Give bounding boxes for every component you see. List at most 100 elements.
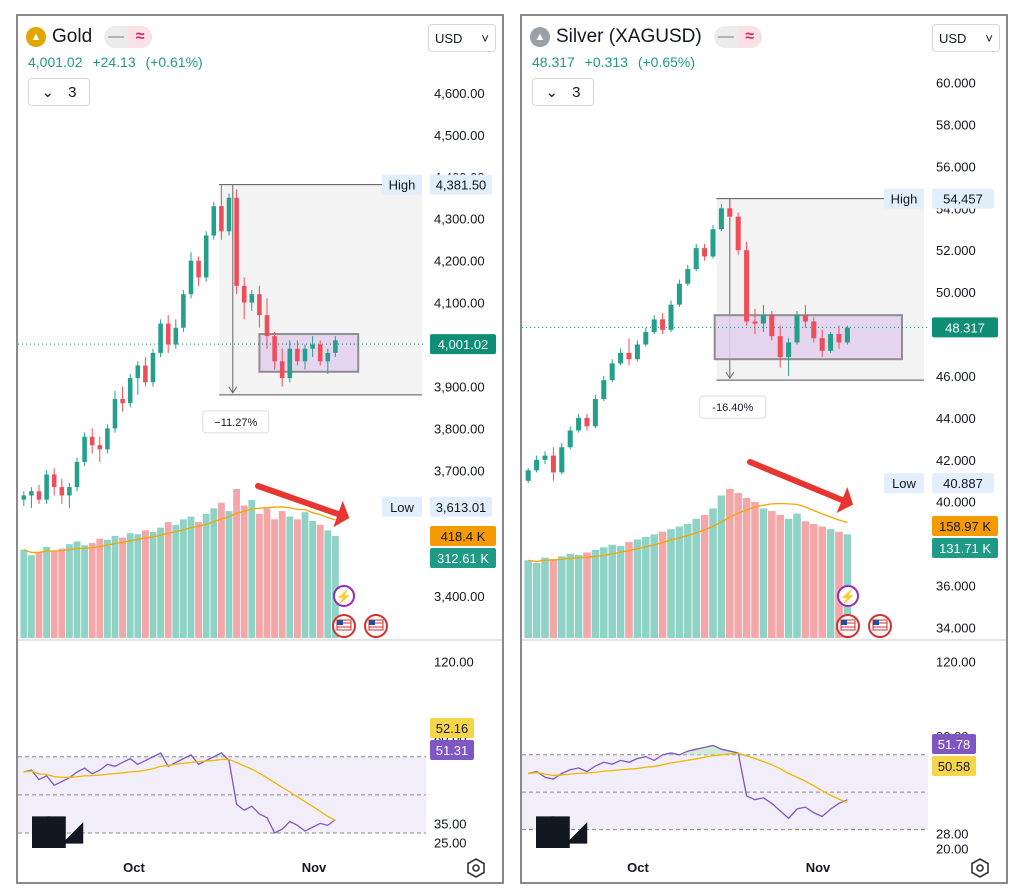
price-axis-tick: 58.000 [936, 117, 976, 132]
candle-body [249, 294, 255, 303]
chevron-down-icon: ⌄ [545, 84, 559, 101]
volume-ma-line [528, 502, 848, 563]
range-pct: -16.40% [712, 402, 753, 414]
volume-ma-line [23, 506, 336, 554]
high-tag-bg [382, 174, 422, 195]
volume-bar [195, 522, 203, 638]
indicator-toggle-pill[interactable]: — ≈ [713, 26, 762, 48]
date-axis-tick: Nov [806, 860, 831, 875]
volume-bar [768, 511, 776, 638]
us-flag-canton [337, 620, 343, 625]
candle-body [769, 315, 775, 337]
current-price-tag: 48.317 [945, 320, 985, 335]
candle-body [550, 455, 556, 473]
volume-bar [591, 549, 600, 638]
candle-body [660, 319, 666, 330]
candle-body [310, 344, 315, 349]
gold-chart-svg[interactable]: 4,600.004,500.004,400.004,300.004,200.00… [18, 16, 502, 882]
current-price-tag-bg [932, 317, 998, 338]
candle-body [626, 352, 632, 360]
candle-body [634, 344, 640, 360]
candle-body [668, 304, 674, 330]
indicator-toggle-pill[interactable]: — ≈ [104, 26, 153, 48]
candle-body [802, 315, 808, 322]
candle-body [295, 348, 300, 362]
volume-bar [532, 562, 541, 638]
candle-body [777, 336, 783, 358]
volume-bar [103, 539, 111, 638]
candle-body [744, 250, 750, 322]
tradingview-logo: ██◢ [32, 816, 83, 846]
volume-bar [187, 516, 195, 638]
candle-body [794, 315, 800, 343]
price-axis-tick: 42.000 [936, 453, 976, 468]
low-value-tag-bg [932, 473, 994, 494]
wave-icon[interactable]: ≈ [737, 26, 762, 48]
candle-body [279, 361, 285, 379]
volume-bar [558, 556, 566, 638]
volume-ma-tag-bg [430, 526, 496, 546]
indicators-collapse-button[interactable]: ⌄ 3 [28, 78, 90, 106]
volume-ma-tag: 158.97 K [939, 519, 991, 534]
volume-bar [286, 516, 294, 638]
volume-bar [210, 508, 218, 638]
candle-body [727, 208, 733, 217]
volume-bar [119, 537, 127, 638]
candle-body [601, 380, 607, 400]
symbol-title[interactable]: Gold [52, 26, 93, 47]
currency-select[interactable]: USD ˅ [428, 24, 496, 52]
price-axis-tick: 4,200.00 [434, 254, 485, 269]
candle-body [819, 338, 825, 351]
price-axis-tick: 36.000 [936, 579, 976, 594]
price-axis-tick: 3,400.00 [434, 589, 485, 604]
settings-hexagon-icon[interactable] [970, 858, 990, 878]
currency-value: USD [435, 30, 463, 46]
volume-bar [734, 492, 742, 638]
candle-body [82, 436, 87, 462]
candle-body [112, 399, 118, 429]
volume-bar [309, 520, 317, 638]
currency-value: USD [939, 30, 967, 46]
gold-bars-icon: ▲ [26, 27, 46, 47]
minus-icon[interactable]: — [717, 28, 734, 45]
candle-body [74, 461, 80, 488]
volume-tag: 131.71 K [939, 541, 991, 556]
candle-body [188, 260, 194, 295]
symbol-title[interactable]: Silver (XAGUSD) [556, 26, 702, 47]
indicators-collapse-button[interactable]: ⌄ 3 [532, 78, 594, 106]
candle-body [811, 321, 817, 339]
candle-body [752, 321, 758, 324]
quote-line: 4,001.02 +24.13 (+0.61%) [28, 54, 209, 70]
volume-bar [583, 552, 591, 638]
volume-bar [549, 558, 558, 638]
volume-bar [331, 535, 339, 638]
low-value-tag: 3,613.01 [436, 500, 487, 515]
indicator-count: 3 [68, 83, 77, 101]
volume-bar [608, 544, 616, 638]
candle-body [693, 248, 699, 270]
rsi-value-tag: 51.78 [938, 737, 971, 752]
volume-bar [810, 523, 818, 638]
price-axis-tick: 56.000 [936, 159, 976, 174]
volume-bar [164, 522, 172, 638]
candle-body [317, 344, 323, 362]
currency-select[interactable]: USD ˅ [932, 24, 1000, 52]
settings-hexagon-icon[interactable] [466, 858, 486, 878]
volume-bar [81, 545, 89, 638]
minus-icon[interactable]: — [108, 28, 125, 45]
candle-body [836, 334, 842, 343]
wave-icon[interactable]: ≈ [128, 26, 153, 48]
candle-body [542, 455, 548, 460]
date-axis-tick: Nov [302, 860, 327, 875]
volume-bar [225, 511, 233, 638]
volume-bar [271, 519, 279, 638]
trend-arrow-head [836, 487, 854, 513]
rsi-line [23, 752, 336, 834]
silver-chart-svg[interactable]: 60.00058.00056.00054.00052.00050.00046.0… [522, 16, 1006, 882]
price-axis-tick: 3,700.00 [434, 463, 485, 478]
rsi-axis-tick: 28.00 [936, 826, 969, 841]
volume-bar [717, 495, 726, 638]
volume-ma-tag-bg [932, 516, 998, 536]
volume-bar [541, 557, 549, 638]
volume-bar [35, 552, 43, 638]
